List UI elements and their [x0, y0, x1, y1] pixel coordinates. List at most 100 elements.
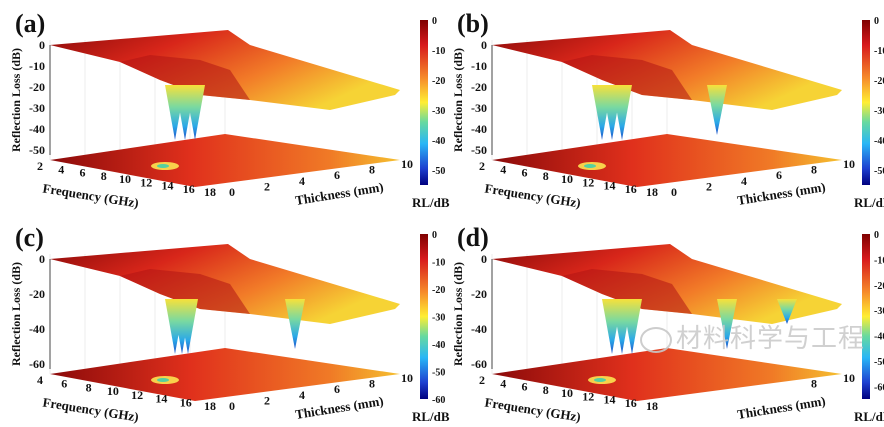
- x-tick-label: 16: [625, 182, 637, 196]
- colorbar-tick-label: -30: [874, 306, 884, 317]
- y-tick-label: 10: [843, 157, 855, 171]
- x-tick-label: 12: [582, 389, 594, 403]
- floor-contour-min-core: [157, 378, 169, 382]
- x-tick-label: 14: [604, 179, 616, 193]
- surface-dip: [185, 85, 205, 140]
- x-tick-label: 10: [107, 384, 119, 398]
- z-tick-label: -60: [29, 357, 45, 371]
- z-tick-label: -50: [29, 143, 45, 157]
- z-tick-label: -40: [471, 122, 487, 136]
- colorbar-label: RL/dB: [412, 409, 450, 424]
- x-tick-label: 6: [522, 380, 528, 394]
- x-axis-label: Frequency (GHz): [42, 395, 140, 425]
- x-tick-label: 10: [561, 172, 573, 186]
- surface-dip: [717, 299, 737, 349]
- x-tick-label: 8: [101, 169, 107, 183]
- colorbar-tick-label: -30: [432, 313, 445, 324]
- colorbar-tick-label: -40: [432, 136, 445, 147]
- colorbar-tick-label: 0: [874, 230, 879, 241]
- colorbar-tick-label: -10: [874, 255, 884, 266]
- y-tick-label: 2: [264, 179, 270, 193]
- x-tick-label: 16: [180, 395, 192, 409]
- colorbar-tick-label: -50: [432, 368, 445, 379]
- y-tick-label: 8: [369, 163, 375, 177]
- x-tick-label: 4: [500, 162, 506, 176]
- x-tick-label: 6: [61, 377, 67, 391]
- colorbar-tick-label: -10: [432, 258, 445, 269]
- x-tick-label: 8: [86, 380, 92, 394]
- z-tick-label: 0: [39, 252, 45, 266]
- y-tick-label: 4: [299, 388, 305, 402]
- y-tick-label: 6: [776, 168, 782, 182]
- colorbar-label: RL/dB: [854, 195, 884, 210]
- y-tick-label: 8: [811, 377, 817, 391]
- y-tick-label: 6: [334, 168, 340, 182]
- z-axis-label: Reflection Loss (dB): [451, 262, 465, 366]
- x-tick-label: 14: [604, 393, 616, 407]
- x-tick-label: 8: [543, 169, 549, 183]
- x-tick-label: 4: [500, 376, 506, 390]
- panel-label: (a): [15, 9, 45, 38]
- chart-panel-a: 0 -10 -20 -30 -40 -50 Reflection Loss (dB) 2 4 6 8…: [9, 9, 450, 211]
- y-axis-label: Thickness (mm): [294, 179, 384, 208]
- floor-contour-min-core: [594, 378, 606, 382]
- x-tick-label: 2: [479, 159, 485, 173]
- colorbar-tick-label: -20: [432, 76, 445, 87]
- surface-dip: [777, 299, 797, 324]
- x-tick-label: 14: [155, 392, 167, 406]
- colorbar-tick-label: -60: [432, 395, 445, 406]
- x-tick-label: 4: [58, 162, 64, 176]
- x-tick-label: 6: [80, 166, 86, 180]
- colorbar-tick-label: -10: [874, 46, 884, 57]
- y-axis-label: Thickness (mm): [294, 393, 384, 422]
- x-tick-label: 4: [37, 373, 43, 387]
- x-tick-label: 18: [204, 399, 216, 413]
- surface-dip: [612, 85, 632, 140]
- z-tick-label: -40: [471, 322, 487, 336]
- x-tick-label: 12: [131, 388, 143, 402]
- x-tick-label: 12: [140, 175, 152, 189]
- y-tick-label: 2: [706, 179, 712, 193]
- chart-panel-b: 0 -10 -20 -30 -40 -50 Reflection Loss (dB) 2 4 6 8…: [451, 9, 884, 211]
- y-axis-label: Thickness (mm): [736, 179, 826, 208]
- colorbar-tick-label: 0: [874, 16, 879, 27]
- y-tick-label: 0: [229, 399, 235, 413]
- z-tick-label: 0: [481, 38, 487, 52]
- z-tick-label: -20: [29, 80, 45, 94]
- z-tick-label: -40: [29, 322, 45, 336]
- x-tick-label: 16: [183, 182, 195, 196]
- surface-ridge: [120, 269, 250, 314]
- surface-dip: [285, 299, 305, 349]
- y-tick-label: 8: [369, 377, 375, 391]
- x-tick-label: 18: [204, 185, 216, 199]
- surface-ridge: [562, 55, 692, 100]
- surface-dip: [707, 85, 727, 135]
- x-tick-label: 6: [522, 166, 528, 180]
- y-tick-label: 0: [671, 185, 677, 199]
- z-axis-label: Reflection Loss (dB): [9, 262, 23, 366]
- z-tick-label: 0: [39, 38, 45, 52]
- colorbar-tick-label: 0: [432, 230, 437, 241]
- z-tick-label: -50: [471, 143, 487, 157]
- x-tick-label: 16: [625, 396, 637, 410]
- surface-ridge: [120, 55, 250, 100]
- x-tick-label: 18: [646, 399, 658, 413]
- floor-contour: [492, 134, 842, 187]
- colorbar-tick-label: 0: [432, 16, 437, 27]
- z-tick-label: -40: [29, 122, 45, 136]
- z-tick-label: 0: [481, 252, 487, 266]
- z-tick-label: -30: [471, 101, 487, 115]
- colorbar-label: RL/dB: [854, 409, 884, 424]
- z-tick-label: -20: [471, 80, 487, 94]
- x-tick-label: 2: [479, 373, 485, 387]
- colorbar-tick-label: -50: [874, 166, 884, 177]
- floor-contour: [50, 134, 400, 187]
- z-tick-label: -60: [471, 357, 487, 371]
- z-tick-label: -20: [29, 287, 45, 301]
- chart-panel-c: 0 -20 -40 -60 Reflection Loss (dB) 4 6 8 10 12 14 1…: [9, 223, 450, 425]
- panel-label: (b): [457, 9, 489, 38]
- colorbar-tick-label: -20: [432, 285, 445, 296]
- y-axis-label: Thickness (mm): [736, 393, 826, 422]
- floor-contour: [50, 348, 400, 401]
